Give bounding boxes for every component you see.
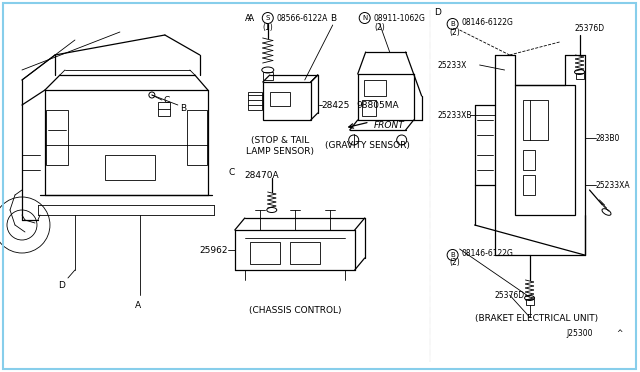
Text: C: C (164, 96, 170, 105)
Text: B: B (180, 103, 186, 112)
Text: (GRAVITY SENSOR): (GRAVITY SENSOR) (325, 141, 410, 150)
Text: B: B (451, 21, 455, 27)
Bar (362, 100, 376, 116)
Text: A: A (244, 13, 251, 22)
Text: 25233XA: 25233XA (595, 180, 630, 189)
Text: (1): (1) (262, 22, 273, 32)
Bar (263, 72, 273, 80)
Text: 25962: 25962 (199, 246, 228, 254)
Text: (BRAKET ELECTRICAL UNIT): (BRAKET ELECTRICAL UNIT) (475, 314, 598, 323)
Text: 28425: 28425 (322, 100, 350, 109)
Text: A: A (248, 13, 254, 22)
Text: (CHASSIS CONTROL): (CHASSIS CONTROL) (248, 305, 341, 314)
Bar (248, 92, 262, 110)
Bar (105, 155, 155, 180)
Text: 283B0: 283B0 (595, 134, 620, 142)
Bar (575, 73, 584, 79)
Text: 98805MA: 98805MA (356, 100, 399, 109)
Text: (2): (2) (374, 22, 385, 32)
Text: N: N (362, 15, 367, 21)
Text: D: D (434, 7, 441, 16)
Bar (523, 175, 534, 195)
Text: (2): (2) (449, 259, 460, 267)
Bar (263, 82, 311, 120)
Text: D: D (58, 280, 65, 289)
Bar (270, 92, 290, 106)
Text: LAMP SENSOR): LAMP SENSOR) (246, 147, 314, 155)
Text: S: S (266, 15, 270, 21)
Text: B: B (451, 252, 455, 258)
Text: A: A (135, 301, 141, 310)
Text: ^: ^ (616, 330, 623, 339)
Text: J25300: J25300 (566, 330, 593, 339)
Text: 25233X: 25233X (438, 61, 467, 70)
Bar (515, 85, 575, 215)
Text: (STOP & TAIL: (STOP & TAIL (251, 135, 309, 144)
Text: 08146-6122G: 08146-6122G (461, 17, 513, 26)
Text: B: B (330, 13, 336, 22)
Text: 25233XB: 25233XB (438, 110, 472, 119)
Bar (523, 150, 534, 170)
Bar (158, 102, 170, 116)
Bar (250, 242, 280, 264)
Bar (525, 299, 534, 305)
Text: 08566-6122A: 08566-6122A (276, 13, 328, 22)
Text: (2): (2) (449, 28, 460, 36)
Text: 25376D: 25376D (495, 291, 525, 299)
Text: FRONT: FRONT (374, 121, 404, 129)
Text: 08911-1062G: 08911-1062G (374, 13, 426, 22)
Bar (187, 110, 207, 165)
Text: 25376D: 25376D (575, 23, 605, 32)
Bar (290, 242, 320, 264)
Bar (46, 110, 68, 165)
Text: C: C (228, 167, 235, 176)
Bar (364, 80, 386, 96)
Text: 28470A: 28470A (244, 170, 280, 180)
Text: 08146-6122G: 08146-6122G (461, 248, 513, 257)
Bar (523, 100, 548, 140)
